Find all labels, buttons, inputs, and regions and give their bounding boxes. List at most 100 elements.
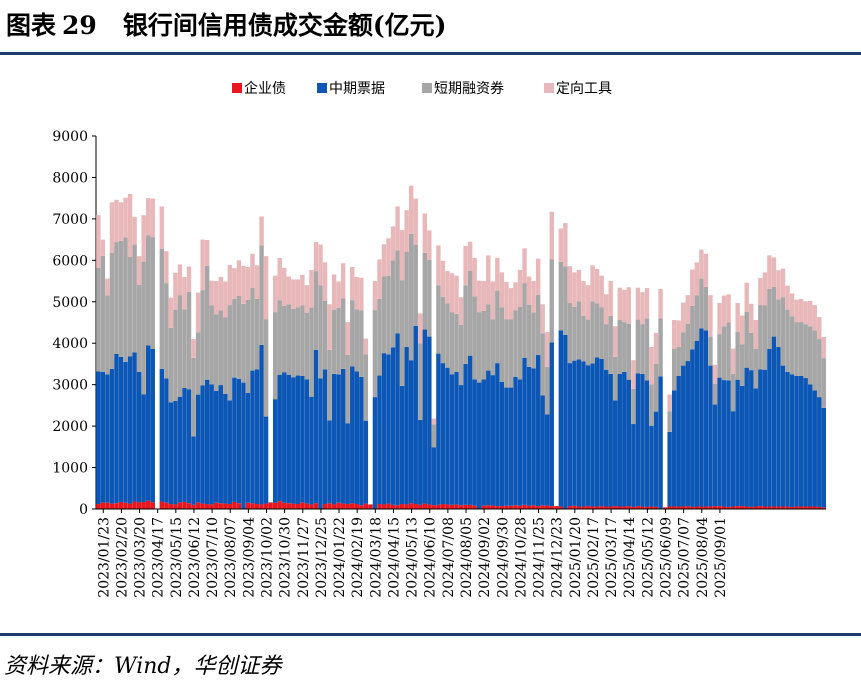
bar-4-121	[644, 288, 650, 319]
bar-3-55	[345, 354, 350, 424]
bar-3-148	[767, 288, 772, 350]
bar-2-8	[132, 352, 137, 502]
bar-3-58	[359, 310, 364, 377]
bar-4-44	[295, 279, 301, 308]
bar-3-62	[377, 298, 382, 376]
bar-2-43	[291, 377, 296, 504]
bar-3-14	[159, 248, 165, 369]
bar-4-52	[331, 274, 337, 310]
bar-2-26	[214, 390, 219, 503]
bar-4-128	[676, 320, 681, 347]
bar-3-4	[114, 242, 119, 354]
bar-4-119	[635, 287, 641, 320]
x-tick-label-20: 2024/08/05	[459, 517, 475, 598]
bar-4-77	[445, 271, 450, 304]
bar-4-3	[109, 202, 115, 253]
bar-4-95	[526, 276, 532, 305]
bar-3-16	[168, 327, 174, 403]
bar-1-138	[721, 506, 727, 509]
bar-3-102	[558, 261, 564, 331]
bar-4-89	[499, 272, 505, 308]
bar-1-94	[522, 504, 527, 509]
bar-3-56	[350, 300, 355, 367]
bar-1-81	[463, 504, 468, 509]
bar-2-76	[440, 363, 446, 505]
bar-4-7	[127, 194, 133, 258]
bar-4-78	[449, 273, 455, 313]
bar-1-20	[186, 503, 192, 509]
bar-1-41	[282, 502, 287, 509]
bar-2-30	[232, 377, 237, 502]
bar-4-137	[717, 303, 722, 335]
bar-3-134	[703, 286, 709, 331]
bar-1-89	[499, 506, 505, 509]
bar-2-79	[454, 371, 459, 505]
x-tick-label-33: 2025/08/04	[695, 517, 711, 598]
bar-2-49	[318, 378, 323, 509]
legend-swatch-1	[232, 83, 242, 93]
bar-1-21	[191, 504, 196, 509]
bar-1-92	[513, 505, 518, 509]
bar-1-22	[195, 502, 201, 509]
bar-4-82	[467, 241, 473, 271]
bar-1-122	[649, 506, 654, 509]
bar-4-108	[585, 285, 591, 320]
bar-3-132	[694, 295, 700, 341]
bar-2-58	[359, 376, 364, 506]
bar-4-42	[286, 276, 291, 305]
bar-2-144	[749, 370, 754, 507]
bar-2-159	[817, 397, 822, 507]
bar-1-114	[613, 506, 618, 509]
bar-3-88	[495, 290, 500, 364]
bar-2-22	[195, 394, 201, 503]
bar-4-57	[354, 276, 359, 310]
figure-title: 图表 29 银行间信用债成交金额(亿元)	[6, 6, 446, 46]
bar-1-63	[381, 504, 387, 509]
bar-1-27	[218, 503, 223, 509]
bar-2-109	[590, 363, 595, 507]
bar-2-34	[250, 370, 255, 504]
bar-4-106	[576, 269, 582, 302]
bar-3-67	[399, 280, 405, 386]
bar-4-92	[513, 282, 518, 311]
bar-4-69	[408, 185, 414, 234]
bar-2-20	[186, 389, 192, 504]
bar-4-49	[318, 244, 323, 286]
bar-2-133	[699, 328, 704, 507]
bar-1-9	[136, 502, 142, 509]
bar-3-92	[513, 310, 518, 377]
bar-1-39	[272, 502, 278, 509]
bar-2-80	[458, 385, 464, 506]
bar-2-72	[422, 329, 428, 504]
legend-swatch-2	[317, 83, 327, 93]
bar-3-52	[331, 309, 337, 374]
bar-2-96	[531, 368, 536, 506]
bar-4-155	[798, 298, 804, 323]
bar-3-5	[118, 240, 124, 357]
x-tick-label-18: 2024/06/10	[423, 517, 439, 598]
bar-4-140	[730, 348, 736, 374]
bar-4-32	[241, 265, 246, 304]
bar-4-39	[272, 275, 278, 313]
bar-2-90	[504, 387, 509, 506]
bar-1-91	[508, 505, 514, 509]
bar-2-75	[436, 353, 441, 505]
bar-3-136	[712, 383, 718, 405]
bar-1-70	[413, 504, 418, 509]
bar-4-21	[191, 339, 196, 358]
bar-3-106	[576, 301, 582, 360]
bar-1-121	[644, 506, 650, 509]
bar-1-23	[200, 503, 205, 509]
bar-1-65	[390, 504, 396, 509]
bar-1-149	[771, 506, 777, 509]
bar-1-55	[345, 504, 350, 509]
y-tick-label-5000: 5000	[52, 295, 88, 311]
bar-1-116	[622, 506, 627, 509]
bar-2-116	[622, 371, 627, 507]
bar-2-71	[418, 419, 423, 505]
bar-2-124	[658, 376, 663, 509]
x-tick-label-24: 2024/11/25	[532, 517, 548, 598]
x-tick-label-15: 2024/03/18	[368, 517, 384, 598]
bar-4-71	[418, 313, 423, 344]
bar-4-88	[495, 257, 500, 291]
